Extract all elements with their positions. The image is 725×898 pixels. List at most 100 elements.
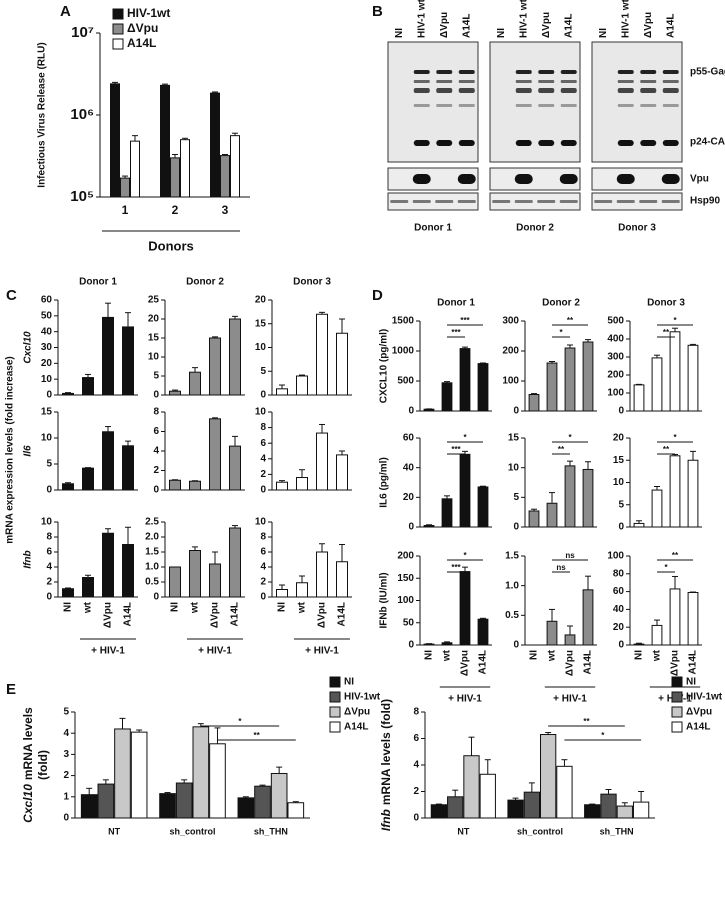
y-tick-label: 6: [260, 438, 266, 449]
y-tick-label: 20: [148, 314, 160, 325]
bar: [459, 571, 471, 646]
y-tick-label: 1000: [392, 346, 415, 357]
band: [616, 174, 635, 184]
legend-label: ΔVpu: [127, 21, 158, 35]
blot-vpu: [489, 167, 581, 191]
band: [617, 140, 634, 146]
panel-letter: D: [372, 287, 383, 304]
blot-hsp90: [489, 192, 581, 211]
band: [640, 88, 657, 93]
x-tick-label: A14L: [583, 650, 594, 674]
y-tick-label: 20: [613, 433, 625, 444]
band: [413, 88, 430, 93]
band: [458, 140, 475, 146]
legend-label: HIV-1wt: [344, 692, 381, 703]
y-tick-label: 1: [63, 791, 69, 802]
band: [436, 104, 453, 107]
bar: [296, 477, 308, 491]
band: [515, 80, 532, 83]
band: [515, 140, 532, 146]
bar: [564, 465, 576, 528]
group-label: + HIV-1: [91, 646, 125, 657]
shared-y-label: mRNA expression levels (fold increase): [5, 356, 16, 543]
band: [413, 70, 430, 74]
band: [514, 174, 533, 184]
y-tick-label: 5: [153, 371, 159, 382]
y-tick-label: 200: [607, 370, 624, 381]
donor-label: Donor 2: [516, 223, 554, 234]
bar: [270, 772, 288, 819]
band: [661, 200, 680, 203]
legend-label: HIV-1wt: [686, 692, 723, 703]
legend-label: NI: [344, 677, 354, 688]
bar: [463, 755, 480, 819]
lane-label: HIV-1 wt: [416, 0, 427, 38]
significance-label: *: [463, 433, 467, 442]
lane-label: A14L: [461, 14, 472, 38]
chart-title: Donor 2: [186, 277, 224, 288]
y-axis-label: Infectious Virus Release (RLU): [37, 42, 48, 187]
significance-label: *: [673, 433, 677, 442]
band: [413, 140, 430, 146]
chart-title: Donor 1: [79, 277, 117, 288]
x-tick-label: wt: [83, 601, 94, 614]
bar: [287, 802, 305, 819]
y-tick-label: 10⁶: [70, 106, 94, 123]
x-tick-label: sh_control: [517, 826, 563, 836]
bar: [582, 589, 594, 646]
chart-title: Donor 2: [542, 298, 580, 309]
band: [640, 80, 657, 83]
y-tick-label: 200: [502, 346, 519, 357]
y-axis-label-part: Ifnb: [379, 809, 393, 831]
band: [662, 140, 679, 146]
band: [560, 80, 577, 83]
bar: [546, 502, 558, 528]
bar: [441, 498, 453, 528]
y-tick-label: 0: [618, 522, 624, 533]
chart-title: Donor 3: [647, 298, 685, 309]
y-tick-label: 2: [260, 577, 266, 588]
band-label: p55-Gag: [690, 67, 725, 78]
band: [538, 140, 555, 146]
band: [639, 200, 658, 203]
bar: [62, 588, 74, 598]
bar: [296, 582, 308, 598]
band: [412, 200, 431, 203]
bar: [584, 804, 601, 819]
y-tick-label: 60: [403, 433, 415, 444]
y-tick-label: 5: [618, 499, 624, 510]
legend-swatch: [112, 23, 124, 35]
bar: [479, 773, 496, 819]
band: [640, 104, 657, 107]
significance-label: **: [567, 316, 574, 325]
band: [560, 88, 577, 93]
bar: [229, 318, 241, 396]
legend-swatch: [329, 721, 341, 733]
bar: [546, 620, 558, 646]
y-tick-label: 0: [153, 592, 159, 603]
y-tick-label: 2: [63, 770, 69, 781]
legend-label: ΔVpu: [686, 707, 712, 718]
y-axis-label: CXCL10 (pg/ml): [379, 329, 390, 403]
bar: [316, 313, 328, 396]
y-tick-label: 10: [613, 477, 625, 488]
y-axis-label: IL6 (pg/ml): [379, 457, 390, 508]
bar: [276, 589, 288, 598]
bar: [336, 561, 348, 598]
y-tick-label: 60: [41, 295, 53, 306]
band: [662, 88, 679, 93]
y-tick-label: 15: [148, 333, 160, 344]
y-tick-label: 8: [153, 407, 159, 418]
significance-label: ns: [565, 551, 575, 560]
y-tick-label: 0: [513, 406, 519, 417]
y-tick-label: 0: [618, 406, 624, 417]
band: [413, 80, 430, 83]
bar: [477, 363, 489, 412]
band: [538, 70, 555, 74]
group-label: + HIV-1: [448, 694, 482, 705]
band: [560, 70, 577, 74]
y-axis-label: Ifnb mRNA levels (fold): [379, 699, 393, 831]
bar: [316, 551, 328, 598]
bar: [220, 155, 230, 198]
bar: [477, 618, 489, 646]
